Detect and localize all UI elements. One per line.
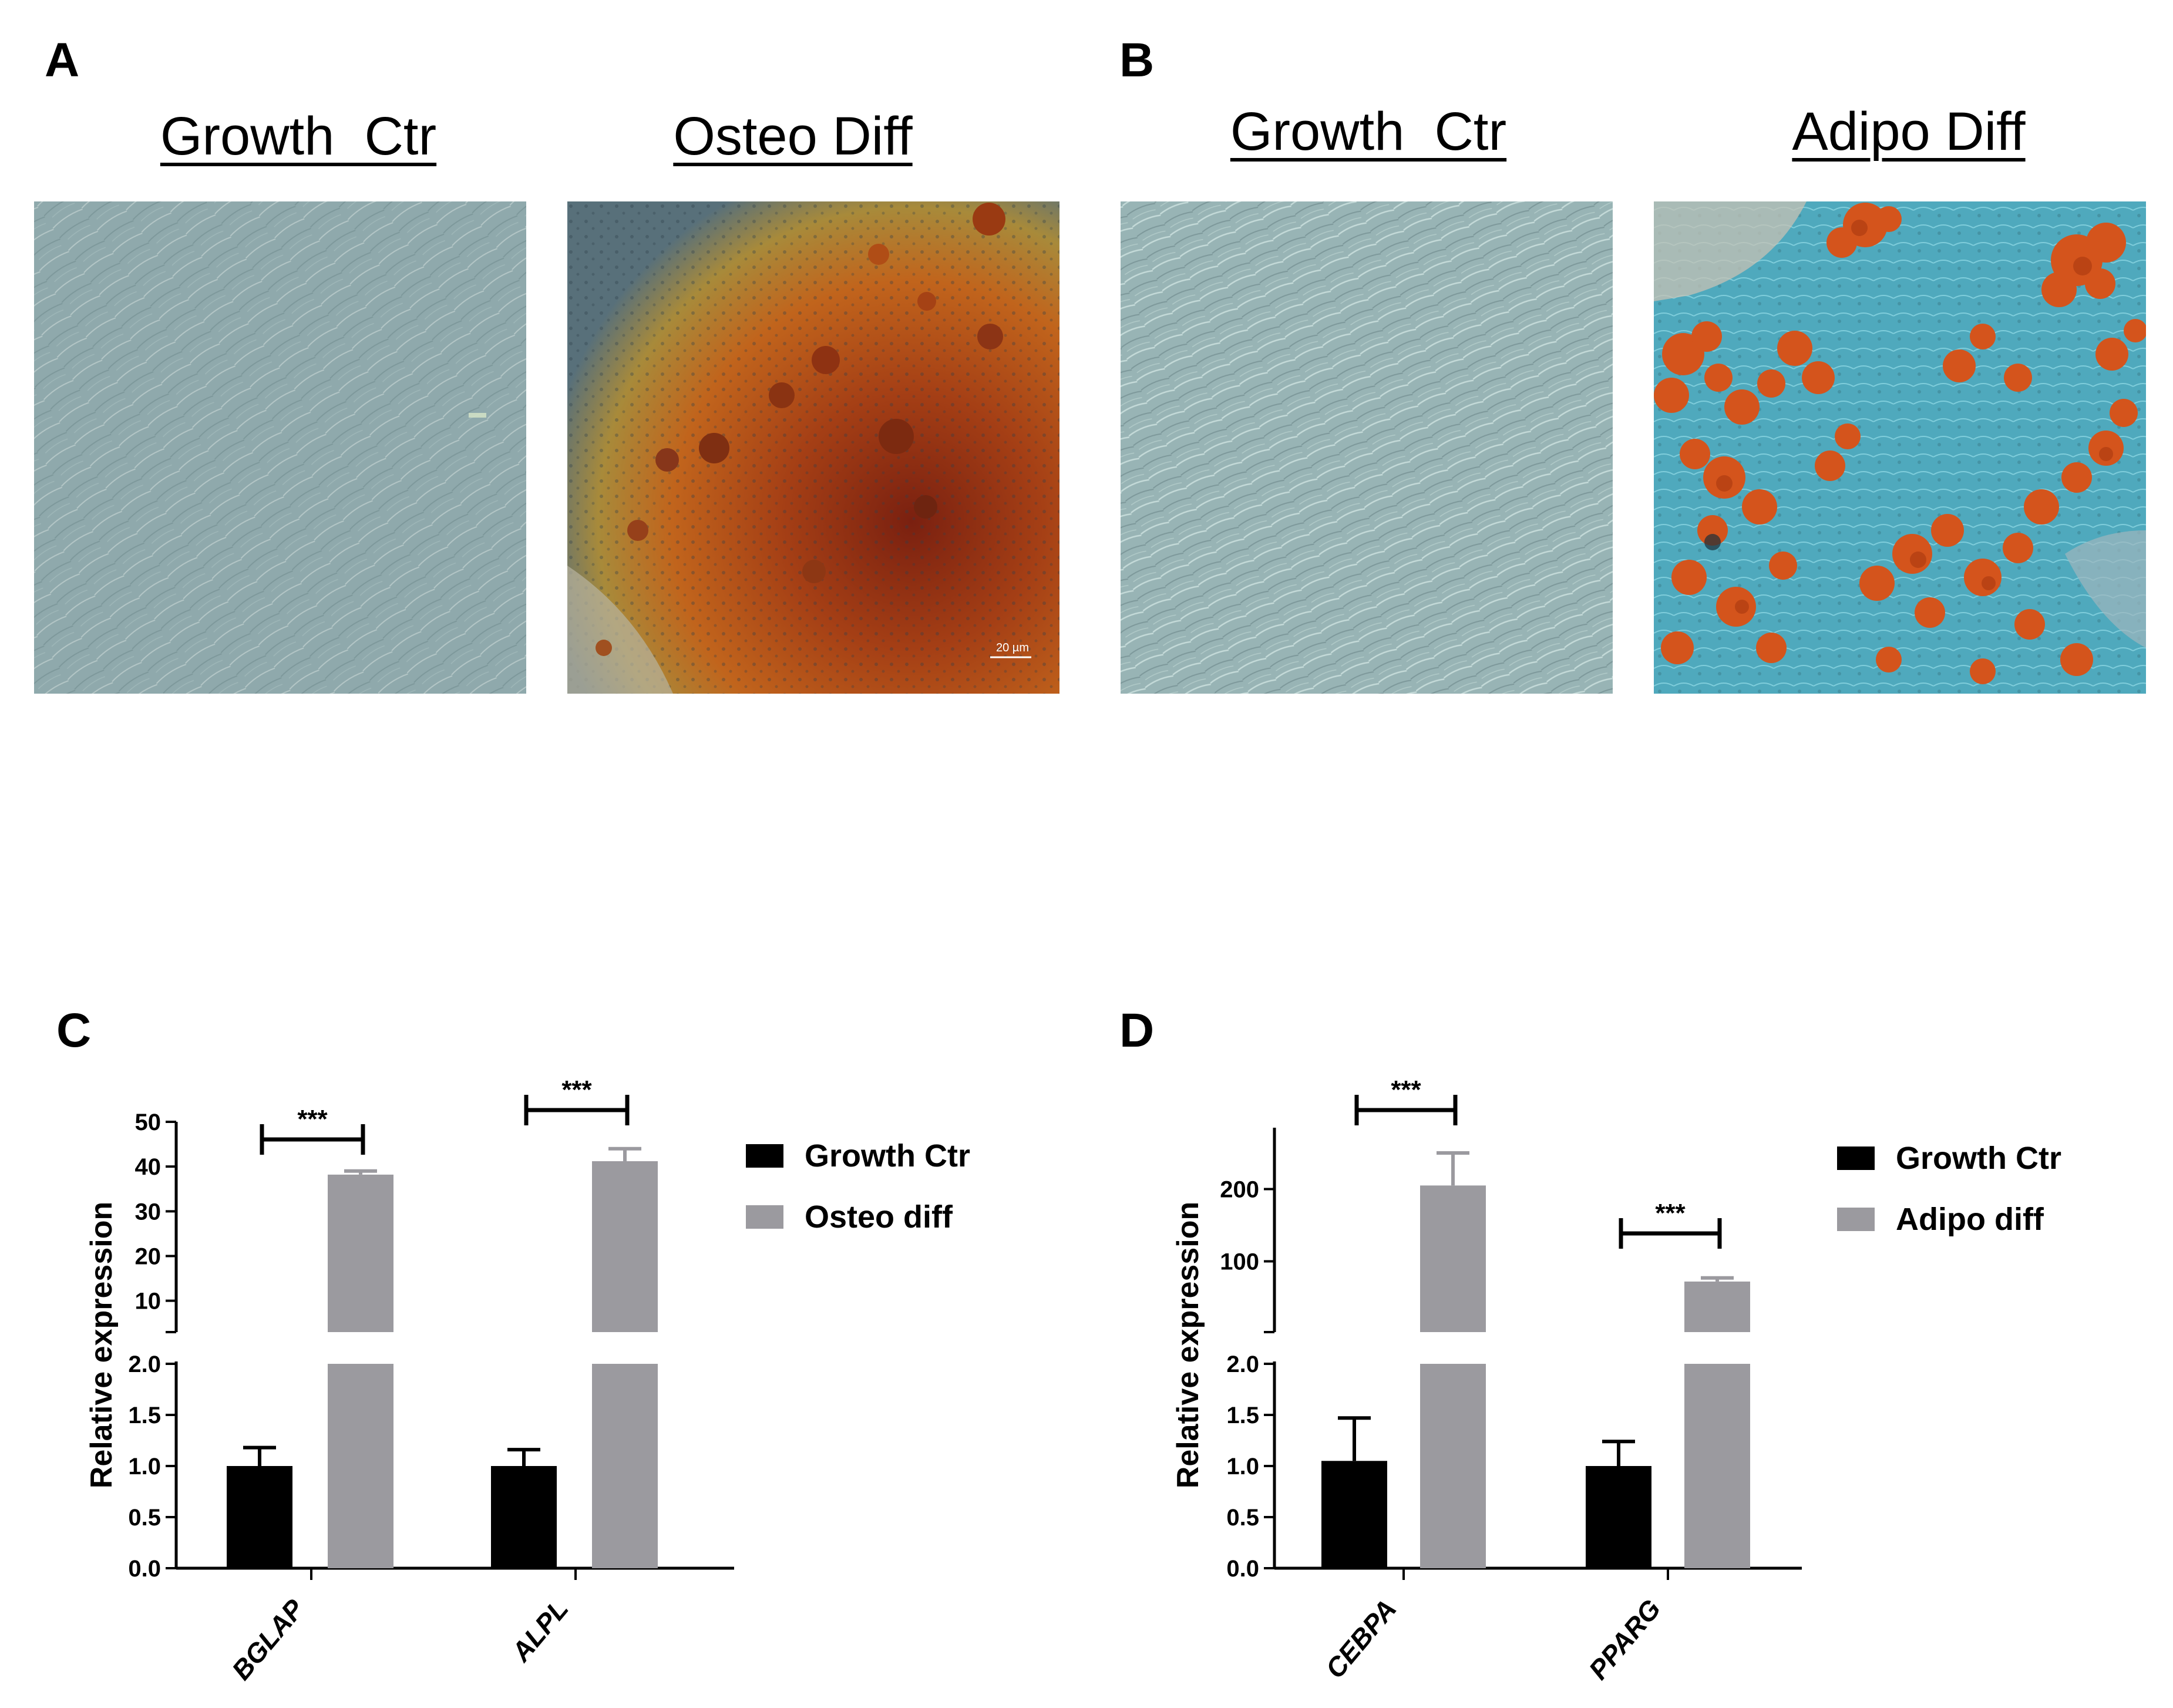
- y-tick-label: 1.0: [128, 1454, 161, 1480]
- bar: [227, 1466, 292, 1568]
- legend-label: Osteo diff: [805, 1199, 953, 1235]
- bar-lower-segment: [328, 1364, 393, 1568]
- y-tick-label: 10: [135, 1289, 162, 1314]
- y-tick-label: 2.0: [1226, 1351, 1259, 1377]
- y-tick-label: 100: [1220, 1249, 1259, 1275]
- bar-lower-segment: [1420, 1364, 1486, 1568]
- scale-bar-label: 20 µm: [996, 641, 1029, 654]
- significance-label: ***: [1391, 1075, 1421, 1104]
- y-tick-label: 40: [135, 1154, 162, 1180]
- y-tick-label: 1.5: [128, 1403, 161, 1428]
- panel-label-c: C: [56, 1004, 92, 1057]
- chart-c: Relative expression 0.0 0.5 1.0 1.5 2.0 10 20 30…: [85, 1075, 970, 1686]
- y-tick-label: 0.0: [128, 1556, 161, 1582]
- x-tick-label: BGLAP: [226, 1593, 310, 1686]
- bar: [328, 1174, 393, 1332]
- significance-label: ***: [297, 1105, 328, 1134]
- bar: [1321, 1461, 1387, 1568]
- panel-label-d: D: [1119, 1004, 1155, 1057]
- y-axis-label: Relative expression: [1171, 1202, 1205, 1488]
- y-tick-label: 30: [135, 1199, 162, 1225]
- micrograph-osteo-diff: 20 µm: [567, 201, 1059, 694]
- y-tick-label: 1.5: [1226, 1403, 1259, 1428]
- legend-swatch: [746, 1205, 783, 1229]
- significance-label: ***: [1655, 1199, 1686, 1228]
- micrograph-adipo-diff: [1654, 201, 2146, 694]
- bar: [592, 1161, 658, 1332]
- x-tick-label: CEBPA: [1320, 1593, 1402, 1684]
- panel-b-left-title: Growth Ctr: [1230, 102, 1507, 162]
- panel-label-b: B: [1119, 33, 1155, 87]
- y-tick-label: 20: [135, 1244, 162, 1270]
- y-tick-label: 0.0: [1226, 1556, 1259, 1582]
- significance-label: ***: [561, 1075, 592, 1104]
- x-tick-label: PPARG: [1583, 1593, 1667, 1685]
- bar: [1684, 1281, 1750, 1332]
- bar: [1586, 1466, 1651, 1568]
- y-tick-label: 1.0: [1226, 1454, 1259, 1480]
- y-tick-label: 0.5: [1226, 1505, 1259, 1531]
- panel-a-right-title: Osteo Diff: [673, 106, 913, 166]
- legend-swatch: [746, 1144, 783, 1168]
- legend-label: Growth Ctr: [805, 1138, 970, 1174]
- y-tick-label: 2.0: [128, 1351, 161, 1377]
- legend-label: Adipo diff: [1896, 1202, 2044, 1237]
- y-tick-label: 0.5: [128, 1505, 161, 1531]
- chart-d: Relative expression 0.0 0.5 1.0 1.5 2.0 100 200…: [1171, 1075, 2061, 1685]
- micrograph-growth-control-b: [1121, 201, 1613, 694]
- bar-lower-segment: [592, 1364, 658, 1568]
- y-axis-label: Relative expression: [85, 1202, 119, 1488]
- bar-lower-segment: [1684, 1364, 1750, 1568]
- legend-label: Growth Ctr: [1896, 1141, 2061, 1176]
- panel-b-right-title: Adipo Diff: [1792, 102, 2026, 162]
- micrograph-growth-control-a: [34, 201, 526, 694]
- y-tick-label: 200: [1220, 1177, 1259, 1203]
- panel-label-a: A: [45, 33, 80, 87]
- legend-swatch: [1837, 1146, 1875, 1170]
- legend-swatch: [1837, 1208, 1875, 1231]
- bar: [491, 1466, 557, 1568]
- x-tick-label: ALPL: [505, 1593, 574, 1667]
- bar: [1420, 1185, 1486, 1332]
- panel-a-left-title: Growth Ctr: [160, 106, 437, 166]
- y-tick-label: 50: [135, 1109, 162, 1135]
